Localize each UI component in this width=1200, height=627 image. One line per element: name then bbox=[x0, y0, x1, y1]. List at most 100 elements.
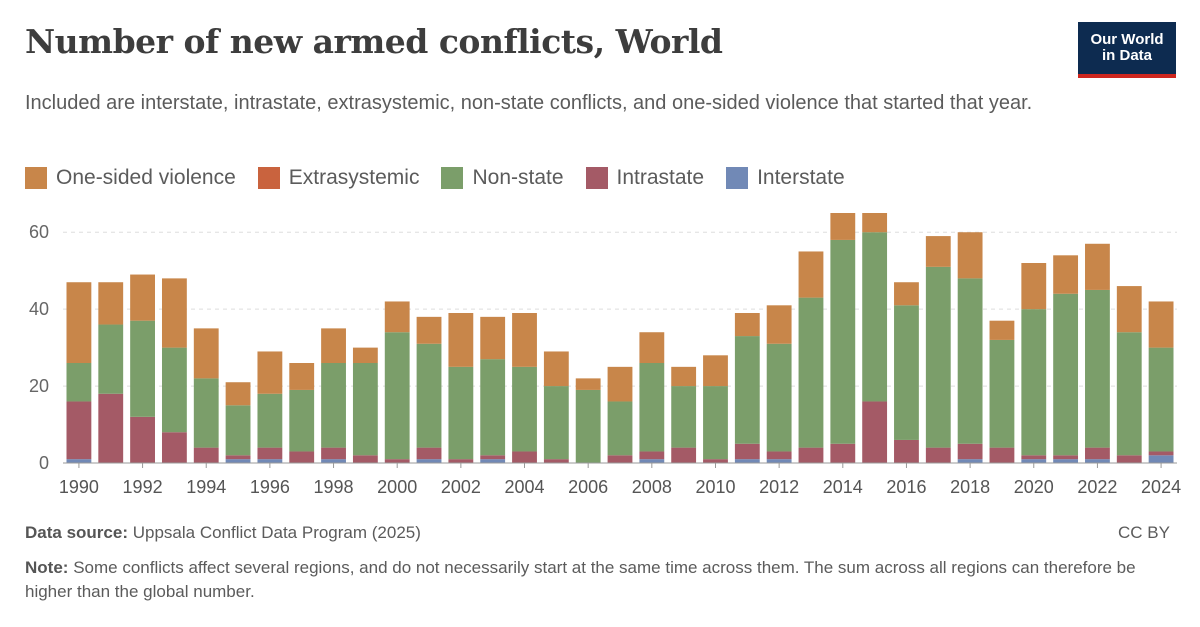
bar-non-state-2020[interactable] bbox=[1021, 309, 1047, 456]
bar-non-state-2007[interactable] bbox=[607, 401, 633, 456]
bar-interstate-2012[interactable] bbox=[766, 459, 792, 463]
bar-interstate-1995[interactable] bbox=[225, 459, 251, 463]
bar-non-state-2011[interactable] bbox=[734, 336, 760, 444]
bar-one-sided-2016[interactable] bbox=[894, 282, 919, 306]
bar-one-sided-2024[interactable] bbox=[1148, 301, 1174, 348]
bar-non-state-2008[interactable] bbox=[639, 363, 665, 452]
bar-intrastate-2010[interactable] bbox=[703, 459, 728, 463]
bar-one-sided-2001[interactable] bbox=[416, 316, 442, 344]
bar-one-sided-1997[interactable] bbox=[289, 363, 315, 390]
bar-one-sided-2010[interactable] bbox=[703, 355, 728, 387]
bar-one-sided-2019[interactable] bbox=[989, 320, 1015, 340]
bar-interstate-2001[interactable] bbox=[416, 459, 442, 463]
bar-interstate-2020[interactable] bbox=[1021, 459, 1047, 463]
legend-item-non-state[interactable]: Non-state bbox=[441, 166, 564, 190]
bar-intrastate-1998[interactable] bbox=[321, 447, 346, 460]
bar-one-sided-1993[interactable] bbox=[161, 278, 187, 348]
bar-non-state-2014[interactable] bbox=[830, 239, 856, 444]
bar-one-sided-2009[interactable] bbox=[671, 366, 697, 387]
bar-non-state-2021[interactable] bbox=[1053, 293, 1079, 456]
bar-intrastate-2008[interactable] bbox=[639, 451, 665, 460]
bar-one-sided-2022[interactable] bbox=[1085, 243, 1110, 290]
bar-intrastate-2016[interactable] bbox=[894, 439, 919, 463]
bar-intrastate-2011[interactable] bbox=[734, 443, 760, 460]
bar-intrastate-2003[interactable] bbox=[480, 455, 506, 460]
bar-non-state-1999[interactable] bbox=[352, 363, 378, 456]
legend-item-one-sided[interactable]: One-sided violence bbox=[25, 166, 236, 190]
bar-one-sided-2021[interactable] bbox=[1053, 255, 1079, 294]
bar-interstate-2018[interactable] bbox=[957, 459, 983, 463]
bar-intrastate-2015[interactable] bbox=[862, 401, 888, 463]
bar-intrastate-2017[interactable] bbox=[925, 447, 951, 463]
bar-intrastate-2021[interactable] bbox=[1053, 455, 1079, 460]
bar-interstate-2024[interactable] bbox=[1148, 455, 1174, 463]
bar-intrastate-2000[interactable] bbox=[384, 459, 410, 463]
bar-interstate-2008[interactable] bbox=[639, 459, 665, 463]
bar-one-sided-2006[interactable] bbox=[575, 378, 601, 390]
bar-one-sided-2023[interactable] bbox=[1116, 286, 1142, 333]
bar-one-sided-2002[interactable] bbox=[448, 313, 474, 367]
bar-non-state-2012[interactable] bbox=[766, 343, 792, 452]
bar-one-sided-2007[interactable] bbox=[607, 366, 633, 402]
bar-non-state-2017[interactable] bbox=[925, 266, 951, 448]
bar-intrastate-1997[interactable] bbox=[289, 451, 315, 463]
bar-one-sided-2005[interactable] bbox=[543, 351, 569, 387]
bar-one-sided-2017[interactable] bbox=[925, 236, 951, 267]
license-link[interactable]: CC BY bbox=[1118, 523, 1170, 542]
bar-intrastate-2014[interactable] bbox=[830, 443, 856, 463]
bar-interstate-2021[interactable] bbox=[1053, 459, 1079, 463]
bar-one-sided-2014[interactable] bbox=[830, 213, 856, 240]
bar-non-state-1994[interactable] bbox=[193, 378, 219, 448]
bar-interstate-2003[interactable] bbox=[480, 459, 506, 463]
bar-non-state-2006[interactable] bbox=[575, 389, 601, 463]
bar-non-state-2023[interactable] bbox=[1116, 332, 1142, 456]
bar-non-state-2004[interactable] bbox=[512, 366, 537, 452]
bar-intrastate-2024[interactable] bbox=[1148, 451, 1174, 456]
owid-logo[interactable]: Our World in Data bbox=[1078, 22, 1176, 78]
bar-non-state-1993[interactable] bbox=[161, 347, 187, 433]
bar-intrastate-1995[interactable] bbox=[225, 455, 251, 460]
bar-non-state-2013[interactable] bbox=[798, 297, 824, 448]
bar-intrastate-2013[interactable] bbox=[798, 447, 824, 463]
bar-non-state-2010[interactable] bbox=[703, 386, 728, 460]
bar-non-state-2019[interactable] bbox=[989, 339, 1015, 448]
bar-intrastate-2018[interactable] bbox=[957, 443, 983, 460]
bar-one-sided-2004[interactable] bbox=[512, 313, 537, 367]
bar-intrastate-2020[interactable] bbox=[1021, 455, 1047, 460]
bar-non-state-1991[interactable] bbox=[98, 324, 124, 394]
bar-one-sided-2013[interactable] bbox=[798, 251, 824, 298]
bar-interstate-2022[interactable] bbox=[1085, 459, 1110, 463]
bar-one-sided-1994[interactable] bbox=[193, 328, 219, 379]
bar-interstate-1990[interactable] bbox=[66, 459, 92, 463]
data-source-text[interactable]: Uppsala Conflict Data Program (2025) bbox=[132, 523, 421, 542]
bar-one-sided-1990[interactable] bbox=[66, 282, 92, 363]
bar-intrastate-2002[interactable] bbox=[448, 459, 474, 463]
bar-non-state-2024[interactable] bbox=[1148, 347, 1174, 452]
bar-one-sided-1992[interactable] bbox=[130, 274, 155, 321]
bar-intrastate-1999[interactable] bbox=[352, 455, 378, 463]
bar-non-state-2022[interactable] bbox=[1085, 289, 1110, 448]
bar-non-state-2003[interactable] bbox=[480, 359, 506, 456]
bar-intrastate-2007[interactable] bbox=[607, 455, 633, 463]
bar-intrastate-2023[interactable] bbox=[1116, 455, 1142, 463]
bar-non-state-1997[interactable] bbox=[289, 389, 315, 452]
bar-non-state-2009[interactable] bbox=[671, 386, 697, 448]
bar-one-sided-1998[interactable] bbox=[321, 328, 346, 363]
bar-intrastate-2019[interactable] bbox=[989, 447, 1015, 463]
bar-intrastate-2012[interactable] bbox=[766, 451, 792, 460]
bar-non-state-1990[interactable] bbox=[66, 363, 92, 402]
bar-non-state-2016[interactable] bbox=[894, 305, 919, 440]
bar-interstate-1996[interactable] bbox=[257, 459, 283, 463]
bar-intrastate-1996[interactable] bbox=[257, 447, 283, 460]
bar-one-sided-1999[interactable] bbox=[352, 347, 378, 363]
bar-intrastate-1993[interactable] bbox=[161, 432, 187, 463]
bar-intrastate-1994[interactable] bbox=[193, 447, 219, 463]
bar-intrastate-2004[interactable] bbox=[512, 451, 537, 463]
bar-one-sided-2011[interactable] bbox=[734, 313, 760, 337]
bar-intrastate-1990[interactable] bbox=[66, 401, 92, 460]
legend-item-intrastate[interactable]: Intrastate bbox=[585, 166, 704, 190]
legend-item-interstate[interactable]: Interstate bbox=[726, 166, 845, 190]
bar-intrastate-1992[interactable] bbox=[130, 416, 155, 463]
bar-one-sided-2003[interactable] bbox=[480, 316, 506, 360]
bar-intrastate-2001[interactable] bbox=[416, 447, 442, 460]
